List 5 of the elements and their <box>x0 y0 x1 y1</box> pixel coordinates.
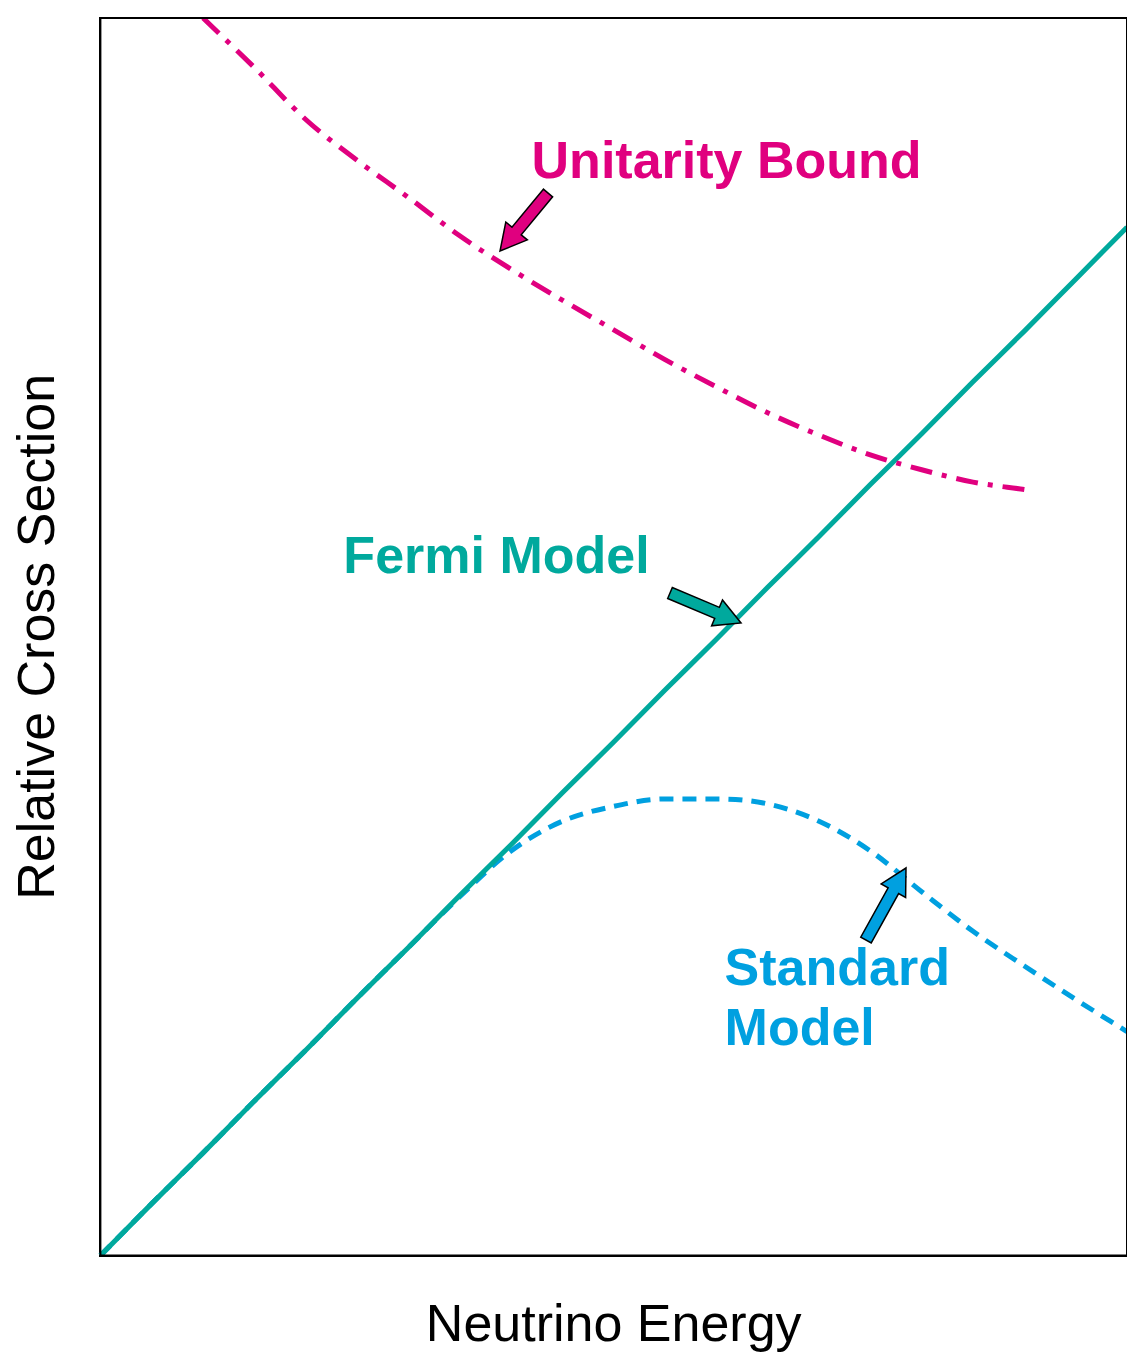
legend-label: Standard Model <box>724 938 950 1057</box>
y-axis-title: Relative Cross Section <box>6 373 65 900</box>
series-label: Fermi Model <box>343 526 650 585</box>
x-axis-title: Neutrino Energy <box>425 1294 802 1353</box>
series-label: Unitarity Bound <box>531 131 922 190</box>
